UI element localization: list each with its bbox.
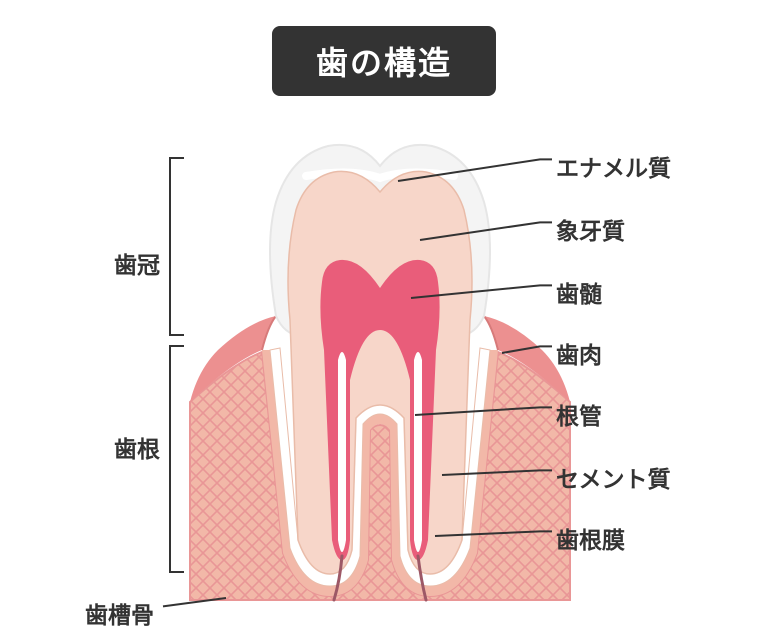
label-enamel-text: エナメル質	[556, 155, 671, 181]
label-crown: 歯冠	[114, 246, 160, 280]
section-brackets	[170, 158, 184, 572]
label-pdl: 歯根膜	[556, 521, 625, 555]
label-pulp: 歯髄	[556, 275, 602, 309]
label-dentin-text: 象牙質	[556, 218, 625, 244]
label-gum: 歯肉	[556, 336, 602, 370]
label-cementum: セメント質	[556, 460, 671, 494]
label-pdl-text: 歯根膜	[556, 527, 625, 553]
label-alveolar-bone: 歯槽骨	[85, 596, 154, 630]
label-crown-text: 歯冠	[114, 252, 160, 278]
label-root-canal-text: 根管	[556, 403, 602, 429]
label-root: 歯根	[114, 430, 160, 464]
label-root-canal: 根管	[556, 397, 602, 431]
label-gum-text: 歯肉	[556, 342, 602, 368]
tooth-diagram-svg	[0, 0, 768, 636]
label-root-text: 歯根	[114, 436, 160, 462]
diagram-stage: 歯の構造	[0, 0, 768, 636]
label-dentin: 象牙質	[556, 212, 625, 246]
label-pulp-text: 歯髄	[556, 281, 602, 307]
label-enamel: エナメル質	[556, 149, 671, 183]
label-alveolar-bone-text: 歯槽骨	[85, 602, 154, 628]
label-cementum-text: セメント質	[556, 466, 671, 492]
